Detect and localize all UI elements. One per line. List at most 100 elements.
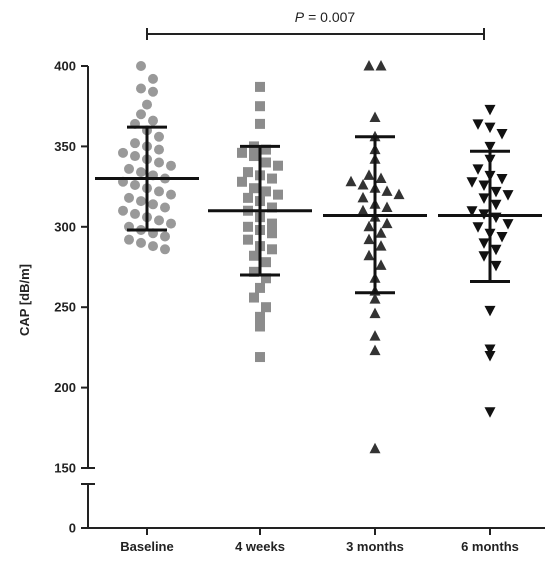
data-point <box>154 144 164 155</box>
y-tick-label: 350 <box>54 139 76 154</box>
data-point <box>136 237 146 248</box>
data-point <box>249 151 259 162</box>
data-point <box>249 266 259 277</box>
data-point <box>124 192 134 203</box>
data-point <box>136 61 146 71</box>
data-point <box>363 233 375 245</box>
data-point <box>243 167 253 178</box>
data-point <box>357 178 369 190</box>
x-category-label: Baseline <box>120 539 173 554</box>
data-point <box>255 81 265 92</box>
data-point <box>243 234 253 245</box>
data-point <box>345 175 357 187</box>
data-point <box>118 147 128 158</box>
data-point <box>484 407 496 418</box>
data-point <box>484 141 496 153</box>
data-point <box>273 189 283 200</box>
data-point <box>130 179 140 190</box>
data-point <box>154 131 164 142</box>
data-point <box>363 249 375 261</box>
data-point <box>160 244 170 255</box>
data-point <box>502 219 514 230</box>
x-ticks: Baseline 4 weeks 3 months 6 months <box>120 528 519 554</box>
data-point <box>261 273 271 284</box>
data-point <box>243 192 253 203</box>
data-point <box>369 307 381 319</box>
data-point <box>148 73 158 84</box>
data-point <box>267 218 277 229</box>
data-point <box>255 311 265 322</box>
data-point <box>472 119 484 130</box>
data-point <box>249 250 259 261</box>
y-tick-label: 200 <box>54 380 76 395</box>
data-point <box>148 86 158 97</box>
data-point <box>261 186 271 197</box>
data-point <box>136 196 146 207</box>
x-category-label: 3 months <box>346 539 404 554</box>
data-point <box>148 115 158 126</box>
data-point <box>496 174 508 185</box>
data-point <box>124 234 134 245</box>
y-tick-label: 150 <box>54 461 76 476</box>
data-point <box>484 305 496 317</box>
data-point <box>490 199 502 211</box>
y-axis-title: CAP [dB/m] <box>17 264 32 336</box>
data-point <box>381 185 393 196</box>
error-bars <box>95 125 542 295</box>
data-point <box>267 228 277 239</box>
data-point <box>237 147 247 158</box>
data-point <box>496 129 508 140</box>
data-point <box>381 201 393 213</box>
data-point <box>484 104 496 116</box>
data-point <box>363 169 375 180</box>
y-tick-label: 400 <box>54 59 76 74</box>
data-point <box>249 183 259 194</box>
data-point <box>166 160 176 171</box>
data-point <box>363 220 375 232</box>
data-point <box>478 180 490 191</box>
significance-annotation: P = 0.007 <box>146 9 485 40</box>
data-point <box>484 344 496 356</box>
data-points <box>118 60 514 454</box>
data-point <box>255 352 265 363</box>
data-point <box>484 122 496 134</box>
data-point <box>249 292 259 303</box>
data-point <box>136 167 146 178</box>
p-value-label: P = 0.007 <box>295 9 356 25</box>
data-point <box>166 218 176 229</box>
data-point <box>267 202 277 213</box>
data-point <box>160 231 170 242</box>
data-point <box>118 205 128 216</box>
data-point <box>154 186 164 197</box>
y-ticks: 150 200 250 300 350 400 0 <box>54 59 88 536</box>
data-point <box>261 157 271 168</box>
data-point <box>237 176 247 187</box>
data-point <box>160 202 170 213</box>
data-point <box>466 206 478 217</box>
data-point <box>490 186 502 198</box>
data-point <box>255 282 265 293</box>
data-point <box>375 227 387 238</box>
data-point <box>261 257 271 268</box>
data-point <box>124 163 134 174</box>
y-tick-label: 250 <box>54 300 76 315</box>
data-point <box>136 83 146 94</box>
data-point <box>130 138 140 149</box>
data-point <box>472 164 484 175</box>
data-point <box>154 157 164 168</box>
data-point <box>267 244 277 255</box>
data-point <box>261 144 271 155</box>
data-point <box>166 189 176 200</box>
data-point <box>369 344 381 356</box>
data-point <box>496 231 508 243</box>
data-point <box>375 240 387 251</box>
data-point <box>136 109 146 120</box>
data-point <box>393 188 405 200</box>
data-point <box>261 302 271 313</box>
data-point <box>478 251 490 262</box>
data-point <box>130 208 140 219</box>
data-point <box>478 238 490 249</box>
data-point <box>478 193 490 204</box>
data-point <box>484 350 496 362</box>
